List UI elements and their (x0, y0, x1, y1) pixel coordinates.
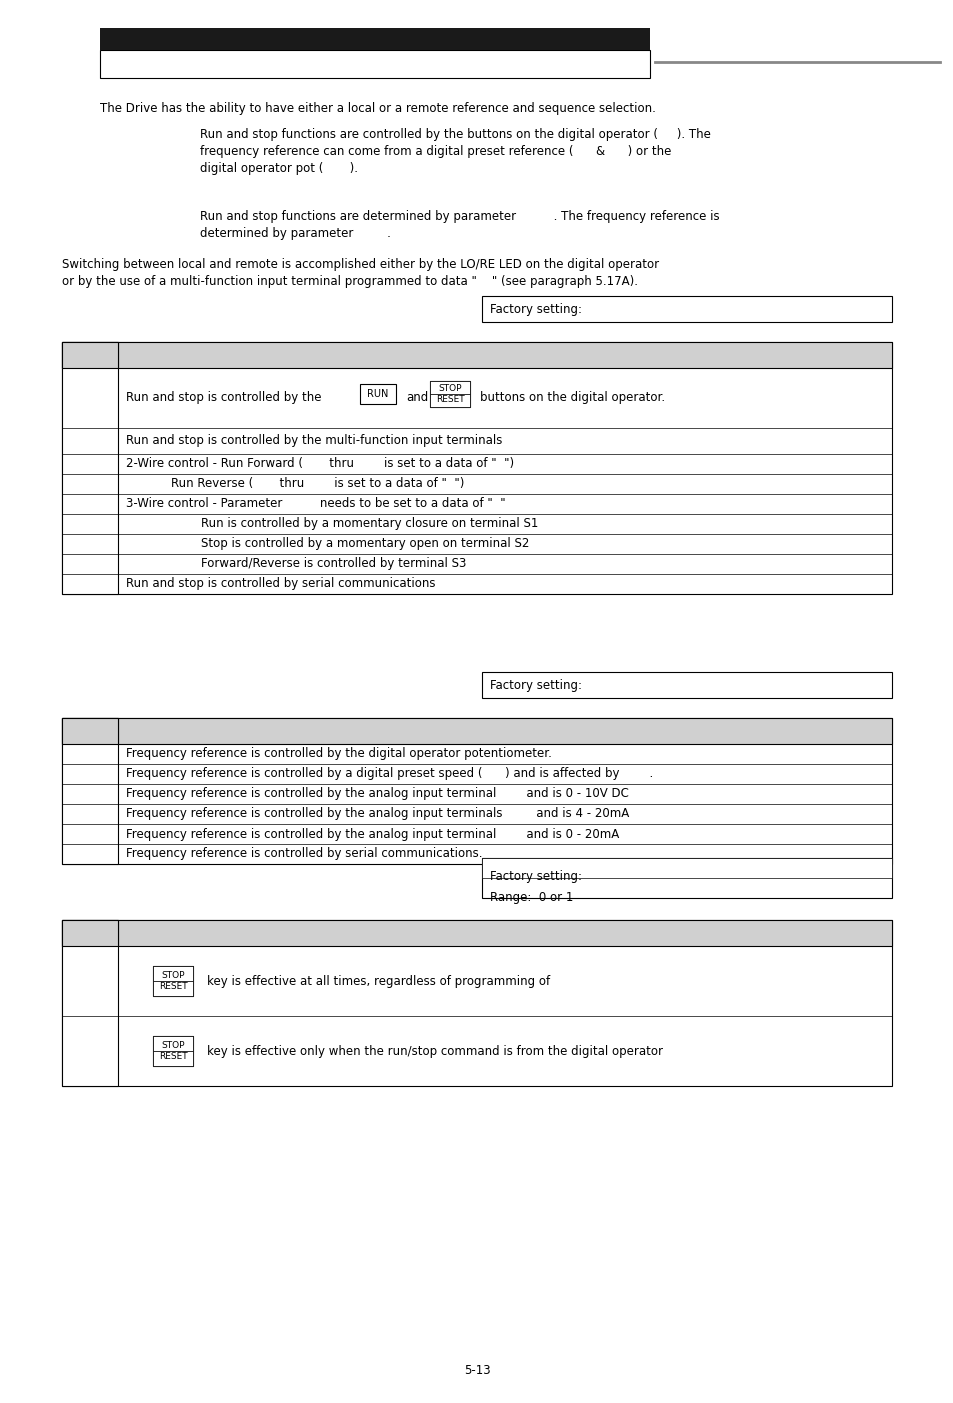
Text: Forward/Reverse is controlled by terminal S3: Forward/Reverse is controlled by termina… (126, 557, 466, 571)
Text: Run Reverse (       thru        is set to a data of "  "): Run Reverse ( thru is set to a data of "… (126, 477, 464, 491)
Bar (430, 382, 470, 407)
Text: Factory setting:: Factory setting: (490, 679, 581, 692)
Text: Stop is controlled by a momentary open on terminal S2: Stop is controlled by a momentary open o… (126, 537, 529, 550)
Bar (152, 967, 193, 981)
Bar (62, 718, 118, 864)
Bar (100, 51, 649, 79)
Text: 3-Wire control - Parameter          needs to be set to a data of "  ": 3-Wire control - Parameter needs to be s… (126, 498, 505, 511)
Bar (62, 920, 118, 946)
Bar (62, 342, 891, 593)
Text: RESET: RESET (158, 982, 187, 991)
Bar (62, 718, 891, 864)
Bar (430, 382, 470, 394)
Bar (481, 859, 891, 898)
Text: Factory setting:: Factory setting: (490, 303, 581, 316)
Text: Switching between local and remote is accomplished either by the LO/RE LED on th: Switching between local and remote is ac… (62, 258, 659, 271)
Text: RESET: RESET (436, 396, 464, 404)
Text: Run and stop is controlled by serial communications: Run and stop is controlled by serial com… (126, 578, 435, 591)
Text: digital operator pot (       ).: digital operator pot ( ). (200, 161, 357, 175)
Text: STOP: STOP (437, 384, 461, 393)
Text: Frequency reference is controlled by the analog input terminal        and is 0 -: Frequency reference is controlled by the… (126, 828, 618, 840)
Text: determined by parameter         .: determined by parameter . (200, 227, 391, 240)
Text: The Drive has the ability to have either a local or a remote reference and seque: The Drive has the ability to have either… (100, 102, 656, 115)
Bar (62, 718, 891, 744)
Text: Frequency reference is controlled by a digital preset speed (      ) and is affe: Frequency reference is controlled by a d… (126, 767, 653, 780)
Text: Frequency reference is controlled by the digital operator potentiometer.: Frequency reference is controlled by the… (126, 748, 551, 760)
Text: Run and stop is controlled by the: Run and stop is controlled by the (126, 391, 321, 404)
Bar (62, 920, 891, 1086)
Bar (62, 342, 118, 368)
Text: STOP: STOP (161, 1041, 185, 1049)
Bar (481, 296, 891, 323)
Text: or by the use of a multi-function input terminal programmed to data "    " (see : or by the use of a multi-function input … (62, 275, 638, 288)
Text: Run and stop functions are determined by parameter          . The frequency refe: Run and stop functions are determined by… (200, 210, 719, 223)
Bar (62, 920, 118, 1086)
Text: Frequency reference is controlled by the analog input terminals         and is 4: Frequency reference is controlled by the… (126, 808, 629, 821)
Text: 5-13: 5-13 (463, 1364, 490, 1376)
Text: key is effective only when the run/stop command is from the digital operator: key is effective only when the run/stop … (207, 1044, 662, 1058)
Bar (152, 981, 193, 996)
Bar (100, 28, 649, 51)
Bar (481, 672, 891, 699)
Bar (359, 384, 395, 404)
Bar (152, 1051, 193, 1066)
Bar (152, 967, 193, 996)
Bar (152, 1035, 193, 1051)
Text: Factory setting:: Factory setting: (490, 870, 581, 884)
Bar (62, 342, 118, 593)
Text: key is effective at all times, regardless of programming of: key is effective at all times, regardles… (207, 975, 550, 988)
Text: Run and stop is controlled by the multi-function input terminals: Run and stop is controlled by the multi-… (126, 435, 502, 448)
Text: Range:  0 or 1: Range: 0 or 1 (490, 891, 573, 904)
Text: RESET: RESET (158, 1052, 187, 1061)
Text: buttons on the digital operator.: buttons on the digital operator. (479, 391, 664, 404)
Bar (481, 859, 891, 878)
Text: RUN: RUN (367, 389, 388, 398)
Text: and: and (406, 391, 428, 404)
Text: 2-Wire control - Run Forward (       thru        is set to a data of "  "): 2-Wire control - Run Forward ( thru is s… (126, 457, 514, 470)
Text: STOP: STOP (161, 971, 185, 981)
Text: frequency reference can come from a digital preset reference (      &      ) or : frequency reference can come from a digi… (200, 145, 671, 159)
Bar (62, 718, 118, 744)
Text: Run is controlled by a momentary closure on terminal S1: Run is controlled by a momentary closure… (126, 518, 537, 530)
Bar (430, 394, 470, 407)
Text: Frequency reference is controlled by the analog input terminal        and is 0 -: Frequency reference is controlled by the… (126, 787, 628, 801)
Bar (152, 1035, 193, 1066)
Bar (62, 920, 891, 946)
Text: Run and stop functions are controlled by the buttons on the digital operator (  : Run and stop functions are controlled by… (200, 128, 710, 140)
Bar (62, 342, 891, 368)
Text: Frequency reference is controlled by serial communications.: Frequency reference is controlled by ser… (126, 847, 482, 860)
